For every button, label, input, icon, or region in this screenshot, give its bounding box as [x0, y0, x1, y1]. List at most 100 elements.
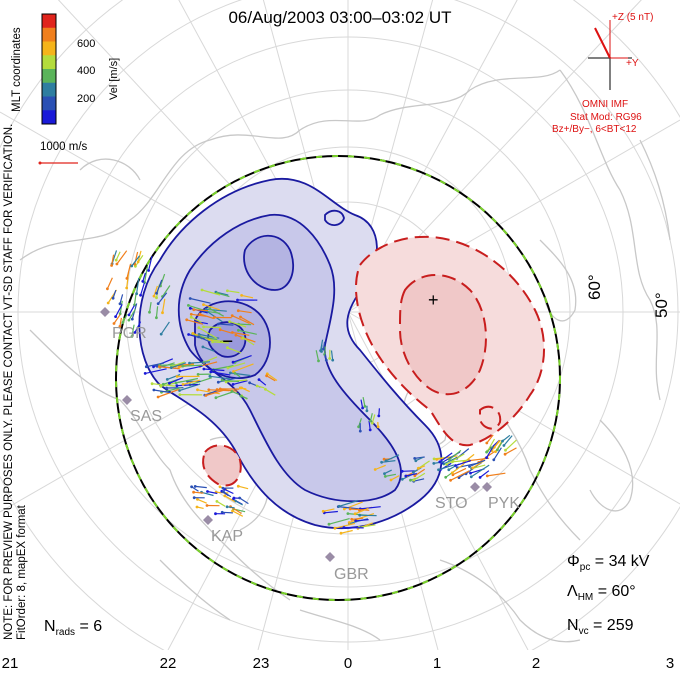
- mlt-tick-21: 21: [1, 655, 19, 672]
- velocity-vector: [176, 383, 198, 387]
- velocity-vector-origin: [373, 468, 377, 471]
- velocity-vector-origin: [185, 318, 189, 322]
- velocity-vector-origin: [478, 476, 482, 479]
- velocity-vector-origin: [504, 448, 507, 452]
- velocity-vector-origin: [400, 477, 404, 481]
- velocity-vector: [171, 362, 187, 369]
- velocity-vector-origin: [110, 264, 113, 267]
- velocity-vector: [216, 491, 229, 494]
- velocity-vector-origin: [155, 316, 158, 320]
- velocity-vector: [224, 495, 236, 503]
- velocity-vector-origin: [165, 386, 169, 390]
- velocity-vector-origin: [234, 333, 238, 337]
- velocity-vector-origin: [348, 507, 352, 511]
- velocity-vector: [479, 470, 490, 478]
- velocity-vector-origin: [197, 326, 201, 330]
- velocity-vector-origin: [383, 472, 386, 475]
- velocity-vector: [486, 434, 494, 444]
- velocity-vector: [204, 389, 219, 396]
- velocity-vector-origin: [501, 439, 504, 443]
- velocity-vector: [340, 529, 353, 534]
- velocity-vector: [140, 282, 145, 296]
- velocity-vector: [231, 315, 250, 325]
- velocity-vector-origin: [223, 494, 227, 498]
- velocity-vector-origin: [239, 315, 242, 319]
- velocity-vector-origin: [221, 486, 225, 490]
- velocity-vector: [238, 310, 252, 314]
- velocity-vector: [213, 365, 234, 371]
- velocity-vector-origin: [135, 292, 139, 296]
- velocity-vector-origin: [238, 496, 242, 500]
- potential-min-marker: –: [220, 327, 233, 352]
- velocity-vector: [358, 418, 362, 427]
- velocity-vector-origin: [226, 366, 230, 370]
- velocity-vector-origin: [118, 325, 122, 328]
- velocity-vector-origin: [377, 414, 381, 418]
- velocity-vector-origin: [159, 332, 163, 336]
- velocity-vector: [131, 324, 135, 337]
- velocity-vector-origin: [206, 490, 209, 493]
- velocity-vector: [148, 302, 152, 313]
- velocity-vector: [148, 255, 153, 271]
- velocity-vector-origin: [202, 303, 205, 306]
- velocity-vector-origin: [342, 507, 346, 511]
- velocity-vector: [197, 498, 207, 504]
- velocity-vector-origin: [125, 277, 129, 280]
- velocity-vector: [330, 350, 334, 361]
- colorbar-swatch: [42, 27, 56, 42]
- velocity-vector-origin: [152, 388, 156, 392]
- radar-site-pgr: [100, 307, 110, 317]
- velocity-vector-origin: [413, 457, 417, 460]
- velocity-vector: [197, 389, 220, 395]
- velocity-vector: [355, 519, 369, 522]
- velocity-vector: [200, 336, 218, 341]
- velocity-vector: [199, 313, 214, 320]
- velocity-vector: [227, 290, 240, 294]
- velocity-vector-origin: [148, 310, 151, 314]
- velocity-vector: [413, 467, 422, 473]
- velocity-vector-origin: [218, 328, 222, 332]
- velocity-vector: [414, 468, 426, 477]
- velocity-vector-origin: [347, 521, 351, 524]
- velocity-vector: [227, 347, 242, 354]
- velocity-vector: [128, 305, 135, 316]
- velocity-vector-origin: [365, 409, 369, 413]
- velocity-vector: [106, 277, 113, 290]
- velocity-vector-origin: [229, 371, 232, 375]
- velocity-vector: [222, 379, 240, 383]
- velocity-vector: [491, 440, 500, 451]
- velocity-vector: [493, 447, 502, 461]
- velocity-vector-origin: [159, 384, 163, 388]
- velocity-vector: [233, 363, 254, 373]
- velocity-vector-origin: [125, 286, 129, 290]
- velocity-vector-origin: [188, 361, 191, 365]
- velocity-vector: [191, 313, 207, 317]
- velocity-vector-origin: [241, 336, 245, 340]
- velocity-vector: [212, 341, 229, 344]
- velocity-vector: [157, 388, 179, 398]
- velocity-vector: [217, 292, 230, 298]
- radar-label-sas: SAS: [130, 408, 163, 425]
- velocity-vector: [126, 263, 132, 279]
- scale-vector: [38, 161, 78, 165]
- velocity-vector: [186, 319, 204, 325]
- velocity-vector: [227, 362, 246, 369]
- velocity-vector-origin: [444, 475, 448, 479]
- velocity-vector: [266, 373, 278, 381]
- velocity-vector-origin: [369, 419, 372, 423]
- velocity-vector-origin: [130, 335, 134, 338]
- velocity-vector: [439, 452, 453, 463]
- velocity-vector-origin: [200, 288, 204, 292]
- velocity-vector: [350, 508, 370, 511]
- velocity-vector: [362, 396, 366, 407]
- velocity-vector-origin: [155, 291, 159, 295]
- velocity-vector-origin: [265, 374, 268, 378]
- velocity-vector-origin: [169, 366, 173, 369]
- velocity-vector-origin: [328, 357, 332, 360]
- velocity-vector-origin: [168, 381, 171, 385]
- velocity-vector: [145, 368, 167, 374]
- radar-label-pgr: PGR: [112, 325, 147, 342]
- n-rads-value: 6: [93, 618, 103, 635]
- velocity-vector-origin: [451, 460, 454, 464]
- velocity-vector-origin: [255, 384, 259, 388]
